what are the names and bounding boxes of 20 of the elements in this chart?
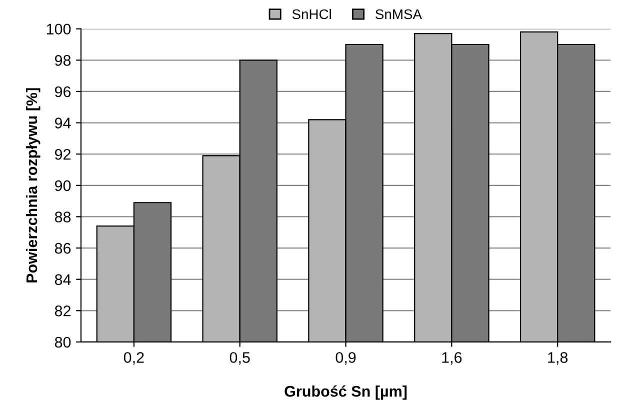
x-tick-label: 1,6 <box>442 352 462 365</box>
y-axis-title: Powierzchnia rozpływu [%] <box>26 88 40 282</box>
y-tick-label: 92 <box>54 148 70 160</box>
y-tick-label: 96 <box>54 86 71 98</box>
y-tick-label: 84 <box>54 274 71 286</box>
y-tick-label: 86 <box>54 242 71 254</box>
y-tick-label: 80 <box>54 336 71 348</box>
y-tick-label: 98 <box>54 55 71 66</box>
x-tick-label: 1,8 <box>548 352 568 365</box>
y-tick-label: 94 <box>54 118 71 128</box>
x-tick-label: 0,9 <box>336 352 356 365</box>
y-tick-label: 100 <box>46 24 71 35</box>
y-tick-label: 88 <box>54 212 71 222</box>
legend-label: SnMSA <box>376 9 422 20</box>
y-tick-label: 82 <box>54 306 70 316</box>
x-tick-label: 0,5 <box>230 352 250 365</box>
legend-label: SnHCl <box>292 8 331 20</box>
x-tick-label: 0,2 <box>124 352 144 365</box>
y-tick-label: 90 <box>54 180 71 192</box>
x-axis-title: Grubość Sn [µm] <box>284 385 407 400</box>
